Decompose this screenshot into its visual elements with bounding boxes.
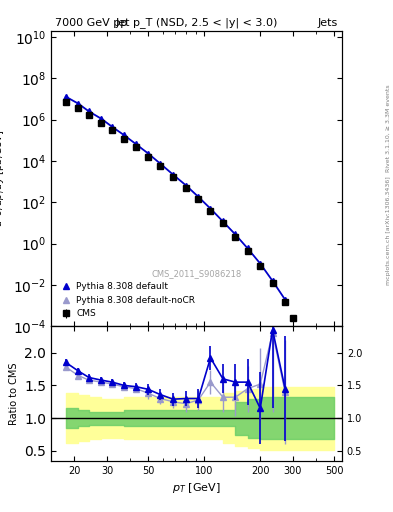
Title: Jet p_T (NSD, 2.5 < |y| < 3.0): Jet p_T (NSD, 2.5 < |y| < 3.0) <box>115 17 278 28</box>
Pythia 8.308 default <box>233 231 238 238</box>
Pythia 8.308 default-noCR <box>233 232 238 238</box>
Pythia 8.308 default <box>245 245 250 251</box>
Line: Pythia 8.308 default-noCR: Pythia 8.308 default-noCR <box>63 94 288 303</box>
Pythia 8.308 default-noCR <box>63 94 68 100</box>
Pythia 8.308 default <box>196 194 201 200</box>
Y-axis label: $d^2\sigma/dp_T dy$ [pb/GeV]: $d^2\sigma/dp_T dy$ [pb/GeV] <box>0 130 7 227</box>
Pythia 8.308 default-noCR <box>245 246 250 252</box>
Pythia 8.308 default <box>258 261 263 267</box>
Pythia 8.308 default <box>270 278 275 284</box>
Pythia 8.308 default <box>146 151 151 157</box>
Pythia 8.308 default-noCR <box>184 183 189 189</box>
Text: 7000 GeV pp: 7000 GeV pp <box>55 18 127 28</box>
Line: Pythia 8.308 default: Pythia 8.308 default <box>63 94 288 302</box>
Y-axis label: Ratio to CMS: Ratio to CMS <box>9 362 19 425</box>
X-axis label: $p_T$ [GeV]: $p_T$ [GeV] <box>172 481 221 495</box>
Text: Rivet 3.1.10, ≥ 3.3M events: Rivet 3.1.10, ≥ 3.3M events <box>386 84 391 172</box>
Pythia 8.308 default <box>184 182 189 188</box>
Pythia 8.308 default-noCR <box>283 297 287 303</box>
Legend: Pythia 8.308 default, Pythia 8.308 default-noCR, CMS: Pythia 8.308 default, Pythia 8.308 defau… <box>55 279 199 322</box>
Pythia 8.308 default-noCR <box>99 116 104 122</box>
Pythia 8.308 default <box>76 100 81 106</box>
Pythia 8.308 default <box>158 160 163 166</box>
Pythia 8.308 default-noCR <box>258 261 263 267</box>
Pythia 8.308 default-noCR <box>110 124 115 130</box>
Pythia 8.308 default-noCR <box>146 151 151 157</box>
Pythia 8.308 default <box>63 94 68 100</box>
Pythia 8.308 default-noCR <box>220 219 225 225</box>
Pythia 8.308 default-noCR <box>208 206 213 212</box>
Text: mcplots.cern.ch [arXiv:1306.3436]: mcplots.cern.ch [arXiv:1306.3436] <box>386 176 391 285</box>
Text: CMS_2011_S9086218: CMS_2011_S9086218 <box>151 269 242 278</box>
Pythia 8.308 default <box>208 205 213 211</box>
Pythia 8.308 default-noCR <box>87 109 92 115</box>
Pythia 8.308 default-noCR <box>158 161 163 167</box>
Pythia 8.308 default <box>110 124 115 130</box>
Pythia 8.308 default <box>283 296 287 303</box>
Pythia 8.308 default-noCR <box>121 132 126 138</box>
Pythia 8.308 default <box>87 109 92 115</box>
Pythia 8.308 default-noCR <box>134 141 138 147</box>
Pythia 8.308 default-noCR <box>196 194 201 200</box>
Pythia 8.308 default <box>220 218 225 224</box>
Pythia 8.308 default <box>134 141 138 147</box>
Pythia 8.308 default-noCR <box>171 172 176 178</box>
Pythia 8.308 default <box>171 172 176 178</box>
Pythia 8.308 default <box>99 116 104 122</box>
Pythia 8.308 default-noCR <box>270 279 275 285</box>
Pythia 8.308 default <box>121 132 126 138</box>
Pythia 8.308 default-noCR <box>76 101 81 107</box>
Text: Jets: Jets <box>318 18 338 28</box>
